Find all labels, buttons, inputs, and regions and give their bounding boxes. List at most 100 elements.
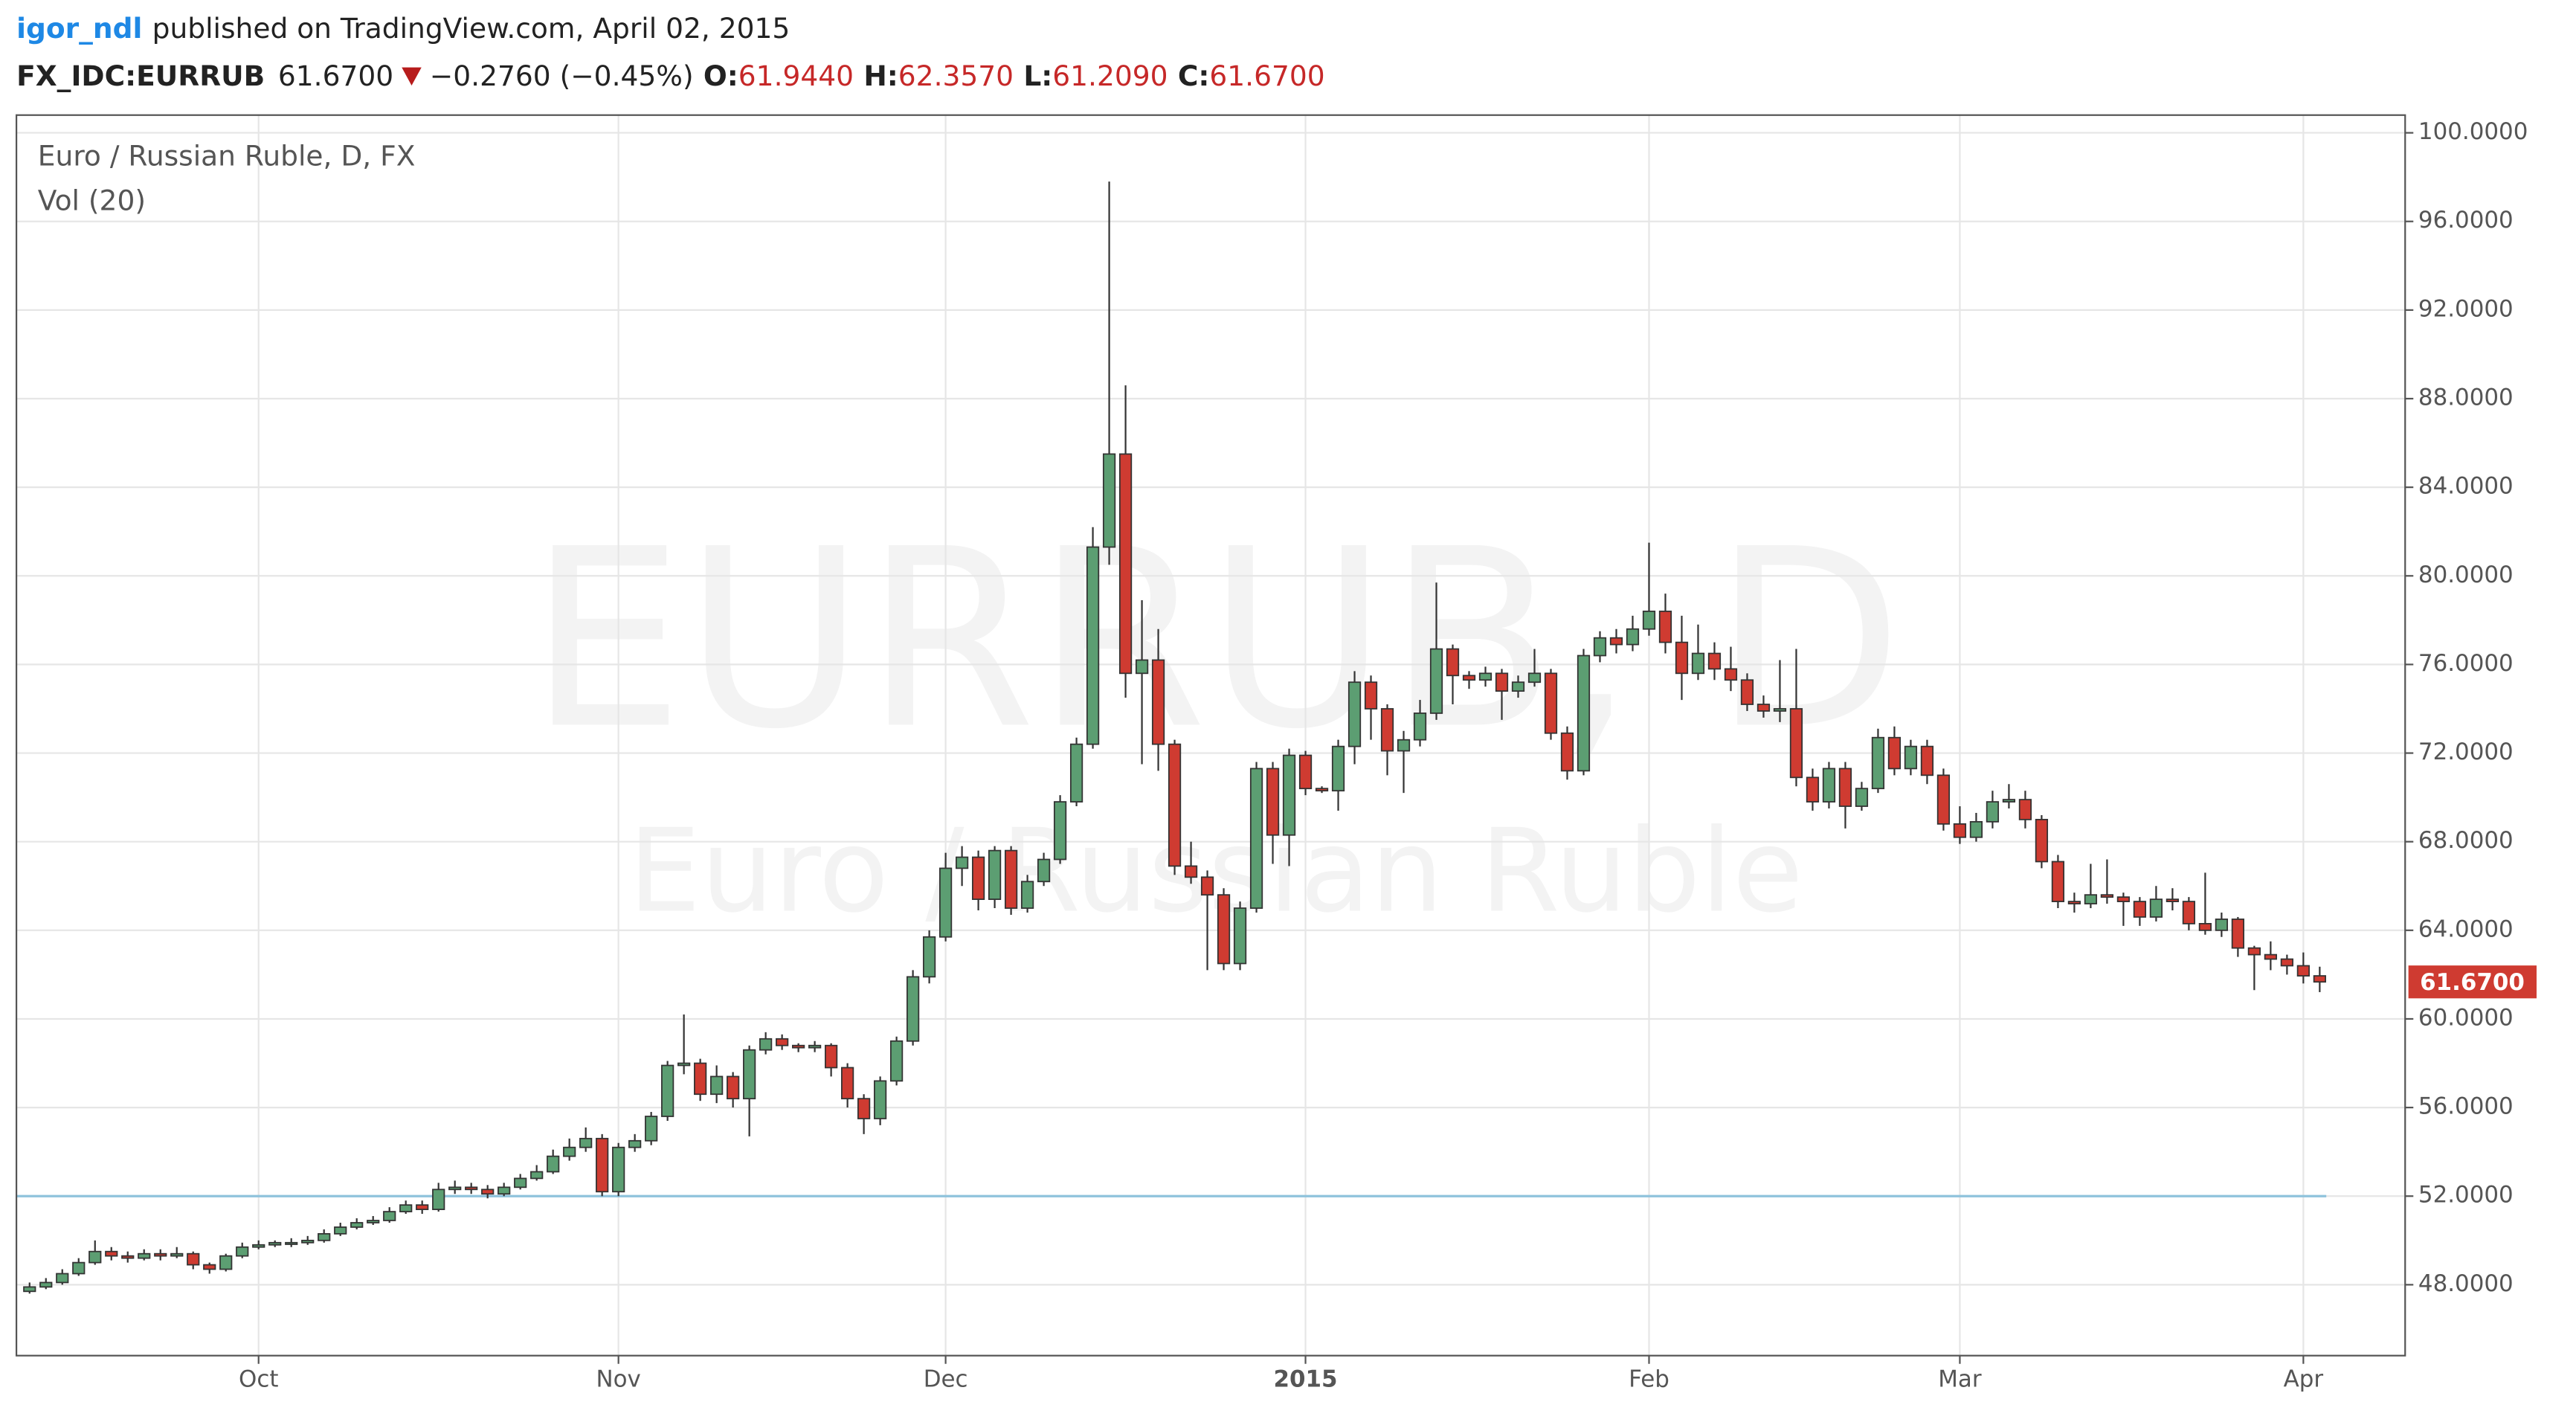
indicator-label: Vol (20) xyxy=(38,184,146,216)
candle-body xyxy=(1544,672,1558,734)
candle-body xyxy=(563,1146,576,1157)
candle-body xyxy=(432,1189,445,1210)
candle-body xyxy=(1004,849,1018,909)
y-tick-label: 52.0000 xyxy=(2418,1182,2514,1209)
candle-body xyxy=(1806,776,1820,803)
candle-body xyxy=(1986,801,2000,823)
candle-body xyxy=(219,1255,233,1270)
candle-body xyxy=(2280,958,2293,967)
candle-body xyxy=(1593,637,1607,657)
candle-body xyxy=(2149,898,2163,918)
ohlc-value: 61.2090 xyxy=(1052,59,1168,91)
author[interactable]: igor_ndl xyxy=(16,11,142,44)
candle-body xyxy=(187,1252,200,1266)
candle-body xyxy=(530,1171,544,1180)
candle-body xyxy=(2198,923,2212,931)
candle-body xyxy=(1560,732,1574,772)
header-line-2: FX_IDC:EURRUB 61.6700 −0.2760 (−0.45%) O:61… xyxy=(16,59,1325,91)
candle-body xyxy=(203,1264,216,1270)
watermark-subtitle: Euro / Russian Ruble xyxy=(628,804,1803,938)
candle-body xyxy=(1168,743,1182,867)
candle-body xyxy=(350,1222,364,1228)
candle-body xyxy=(694,1062,707,1096)
header-line-1: igor_ndl published on TradingView.com, Ap… xyxy=(16,11,790,44)
candle-body xyxy=(1118,453,1133,675)
candle-body xyxy=(2166,898,2180,902)
candle-body xyxy=(1658,611,1672,643)
candle-body xyxy=(955,856,969,869)
candle-body xyxy=(334,1226,347,1235)
x-tick-label: Nov xyxy=(596,1366,640,1392)
y-tick-label: 68.0000 xyxy=(2418,827,2514,854)
candle-body xyxy=(808,1044,822,1049)
x-tick-label: Dec xyxy=(924,1366,968,1392)
candle-body xyxy=(906,976,920,1042)
candle-body xyxy=(841,1067,854,1100)
candle-body xyxy=(889,1040,904,1082)
candle-body xyxy=(1217,894,1231,965)
last-price-tag-label: 61.6700 xyxy=(2420,969,2525,996)
ohlc-label: O: xyxy=(703,59,738,91)
y-tick-label: 100.0000 xyxy=(2418,118,2528,145)
candle-body xyxy=(2264,953,2277,960)
candle-body xyxy=(367,1220,380,1223)
candle-body xyxy=(2084,894,2098,904)
candle-body xyxy=(743,1049,756,1100)
candle-body xyxy=(416,1204,429,1210)
last-price-tag xyxy=(2408,965,2537,999)
candle-body xyxy=(2100,894,2114,898)
candle-body xyxy=(1724,668,1738,681)
y-tick-label: 80.0000 xyxy=(2418,562,2514,588)
y-tick-label: 76.0000 xyxy=(2418,650,2514,677)
down-arrow xyxy=(402,67,422,86)
candle-body xyxy=(1478,672,1493,681)
candle-body xyxy=(1102,453,1116,548)
candle-body xyxy=(1953,823,1967,838)
candle-body xyxy=(1789,708,1803,779)
candle-body xyxy=(792,1044,805,1049)
candle-body xyxy=(1707,652,1722,670)
candle-body xyxy=(2067,901,2081,904)
candle-body xyxy=(1969,820,1983,838)
candle-body xyxy=(971,856,985,901)
candle-body xyxy=(1822,768,1836,803)
candle-body xyxy=(2051,861,2065,902)
y-tick-label: 92.0000 xyxy=(2418,295,2514,322)
candle-body xyxy=(677,1062,691,1067)
ohlc-value: 61.9440 xyxy=(738,59,854,91)
candle-body xyxy=(465,1186,478,1191)
candle-body xyxy=(1756,704,1771,712)
y-tick-label: 56.0000 xyxy=(2418,1093,2514,1120)
candle-body xyxy=(612,1146,625,1193)
candle-body xyxy=(268,1241,282,1246)
candle-body xyxy=(645,1116,658,1142)
change: −0.2760 (−0.45%) xyxy=(430,59,694,91)
candle-body xyxy=(857,1098,871,1119)
candle-body xyxy=(1740,679,1754,705)
candle-body xyxy=(938,867,953,938)
candle-body xyxy=(628,1139,642,1148)
candle-body xyxy=(56,1273,69,1284)
x-tick-label: Apr xyxy=(2284,1366,2324,1392)
candle-body xyxy=(988,849,1002,901)
candle-body xyxy=(498,1186,511,1195)
candle-body xyxy=(383,1211,396,1221)
candle-body xyxy=(547,1155,560,1173)
candle-body xyxy=(138,1252,151,1259)
candle-body xyxy=(1413,713,1427,741)
candle-body xyxy=(1069,743,1083,803)
candle-body xyxy=(236,1246,249,1257)
candle-body xyxy=(1282,754,1296,836)
candle-body xyxy=(2313,975,2326,983)
candle-body xyxy=(661,1064,674,1117)
ohlc-value: 61.6700 xyxy=(1209,59,1324,91)
y-tick-label: 72.0000 xyxy=(2418,739,2514,765)
candle-body xyxy=(759,1038,773,1051)
candle-body xyxy=(2035,819,2049,863)
plot-frame xyxy=(15,114,2406,1357)
candle-body xyxy=(1086,546,1100,745)
last-price: 61.6700 xyxy=(278,59,393,91)
candle-body xyxy=(1887,736,1902,770)
candle-body xyxy=(1266,768,1280,836)
